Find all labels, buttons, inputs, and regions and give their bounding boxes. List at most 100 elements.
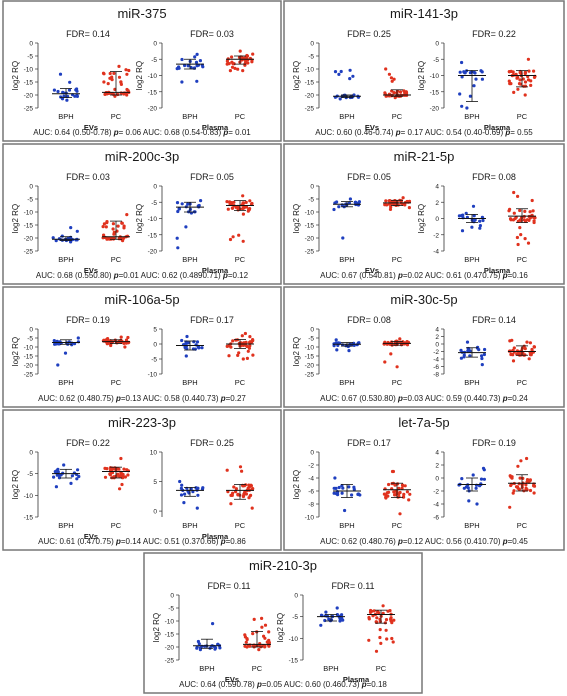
y-tick-label: 0 [153,184,157,191]
data-point [479,482,483,486]
data-point [393,483,397,487]
data-point [56,342,60,346]
x-axis-label: Plasma [202,532,229,541]
data-point [241,212,245,216]
x-axis-label: EVs [84,123,98,132]
data-point [263,623,268,627]
data-point [125,234,130,238]
y-tick-label: -10 [289,636,299,643]
y-tick-label: -8 [433,372,439,379]
data-point [225,200,229,204]
data-point [459,348,463,352]
data-point [241,69,245,73]
data-point [518,78,522,82]
data-point [386,609,390,613]
fdr-label: FDR= 0.22 [472,29,516,39]
p-symbol: p [361,680,367,689]
p-symbol: p [256,680,262,689]
data-point [236,353,240,357]
group-bph [317,606,345,627]
data-point [340,491,344,495]
data-point [475,502,479,506]
data-point [250,202,254,206]
chart-2: miR-200c-3p FDR= 0.03 0 -5 -10 -15 -20 -25 log2 … [2,143,282,285]
y-tick-label: -15 [24,80,34,87]
y-tick-label: -2 [433,349,439,356]
group-bph [175,52,205,84]
data-point [110,468,114,472]
data-point [356,492,361,496]
data-point [350,493,354,497]
y-tick-label: 2 [435,334,439,341]
data-point [120,221,124,225]
data-point [245,356,249,360]
group-pc [225,194,254,243]
y-tick-label: -5 [151,357,157,364]
data-point [341,236,345,240]
data-point [390,469,395,474]
data-point [477,348,481,352]
group-pc [101,64,131,98]
y-axis-label: log2 RQ [276,613,285,642]
data-point [479,69,483,73]
group-bph [193,622,222,652]
x-tick-label: PC [517,521,528,530]
data-point [510,475,514,479]
y-tick-label: -6 [433,364,439,371]
group-pc [383,67,411,100]
data-point [196,639,200,644]
data-point [332,491,336,495]
data-point [241,194,245,198]
data-point [474,486,478,490]
chart-frame [2,286,282,408]
data-point [383,91,387,95]
panel-2-0: FDR= 0.03 0 -5 -10 -15 -20 -25 log2 RQ BPH PC EVs [11,172,130,275]
data-point [514,485,519,489]
p-symbol: p [397,271,403,280]
auc-text: AUC: 0.67 (0.530.80) p=0.03 AUC: 0.59 (0… [320,394,528,403]
data-point [401,495,405,499]
data-point [246,349,250,353]
data-point [466,486,470,490]
data-point [468,94,472,98]
data-point [75,477,79,481]
y-tick-label: 0 [435,342,439,349]
data-point [195,64,199,68]
data-point [405,343,410,347]
data-point [335,490,339,494]
auc-part: =0.01 [119,271,141,280]
y-tick-label: -10 [24,67,34,74]
group-bph [52,336,80,367]
y-tick-label: 0 [29,327,33,334]
group-bph [332,338,361,353]
data-point [101,225,105,229]
y-tick-label: -8 [308,502,314,509]
y-tick-label: -2 [433,489,439,496]
data-point [248,335,252,339]
panel-8-0: FDR= 0.11 0 -5 -10 -15 -20 -25 log2 RQ BPH PC EVs [152,581,271,684]
data-point [77,474,81,479]
data-point [52,475,56,479]
data-point [226,207,230,211]
y-tick-label: 10 [150,450,158,457]
data-point [105,467,109,471]
y-tick-label: -5 [308,197,314,204]
y-axis-label: log2 RQ [11,470,20,499]
data-point [76,336,80,340]
data-point [184,341,188,345]
panel-1-1: FDR= 0.22 0 -5 -10 -15 -20 log2 RQ BPH PC Plasma [417,29,537,132]
data-point [178,479,182,484]
y-tick-label: -10 [430,73,440,80]
x-tick-label: PC [517,255,528,264]
data-point [238,49,242,53]
data-point [511,70,515,74]
auc-part: =0.12 [228,271,249,280]
data-point [518,226,522,230]
data-point [198,646,203,650]
data-point [241,484,245,488]
y-tick-label: -25 [24,249,34,256]
y-tick-label: 4 [435,450,439,457]
data-point [57,476,62,480]
data-point [245,645,249,649]
